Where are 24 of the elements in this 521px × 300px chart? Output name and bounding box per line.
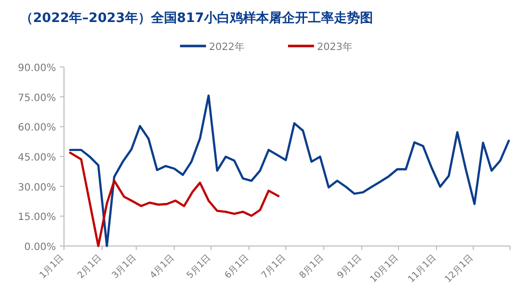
line-series	[69, 152, 280, 248]
line-series	[69, 94, 510, 248]
x-tick-label: 12月1日	[443, 253, 476, 286]
x-tick-label: 6月1日	[223, 253, 252, 281]
legend-label: 2023年	[317, 41, 352, 53]
legend-label: 2022年	[209, 41, 244, 53]
y-tick-label: 0.00%	[24, 242, 56, 253]
x-tick-label: 11月1日	[406, 253, 439, 286]
y-tick-label: 75.00%	[18, 92, 56, 104]
x-tick-label: 3月1日	[110, 253, 138, 281]
chart-title: （2022年–2023年）全国817小白鸡样本屠企开工率走势图	[20, 10, 373, 26]
y-tick-label: 90.00%	[18, 63, 56, 74]
x-tick-label: 2月1日	[76, 253, 104, 281]
y-tick-label: 60.00%	[18, 122, 56, 134]
y-tick-label: 15.00%	[18, 212, 56, 224]
x-tick-label: 8月1日	[298, 253, 326, 281]
x-tick-label: 7月1日	[260, 253, 288, 281]
y-tick-label: 45.00%	[18, 152, 56, 164]
x-tick-label: 1月1日	[38, 253, 66, 281]
x-tick-label: 4月1日	[148, 253, 176, 281]
x-tick-label: 10月1日	[368, 253, 401, 286]
y-tick-label: 30.00%	[18, 182, 56, 194]
x-tick-label: 9月1日	[336, 253, 364, 281]
x-tick-label: 5月1日	[185, 253, 214, 281]
